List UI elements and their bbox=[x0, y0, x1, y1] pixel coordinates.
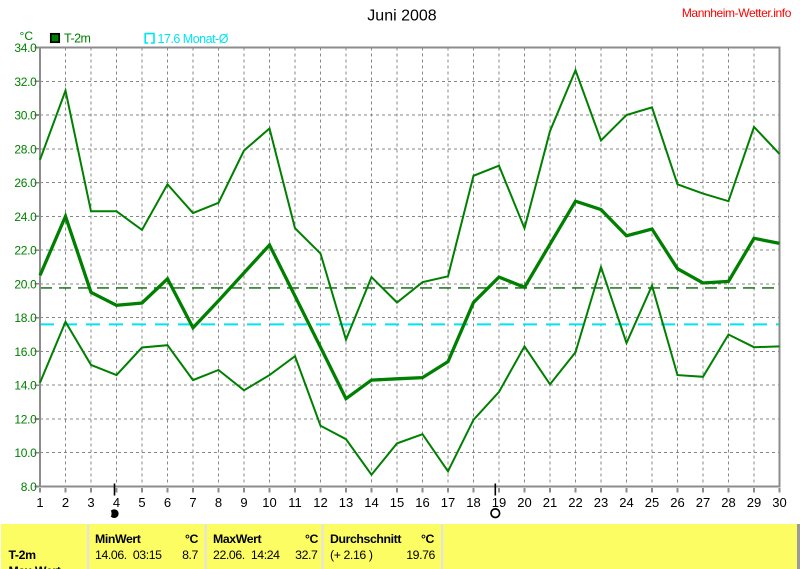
svg-text:(+ 2.16 ): (+ 2.16 ) bbox=[330, 548, 373, 562]
svg-text:23: 23 bbox=[594, 495, 608, 510]
svg-text:15: 15 bbox=[390, 495, 404, 510]
svg-text:26: 26 bbox=[670, 495, 684, 510]
svg-text:18: 18 bbox=[466, 495, 480, 510]
svg-text:°C: °C bbox=[20, 29, 34, 43]
svg-text:34.0: 34.0 bbox=[14, 41, 37, 55]
svg-text:°C: °C bbox=[421, 532, 435, 546]
svg-text:Max-Wert: Max-Wert bbox=[9, 564, 61, 569]
svg-text:19: 19 bbox=[492, 495, 506, 510]
svg-text:20.0: 20.0 bbox=[14, 277, 37, 291]
svg-text:8: 8 bbox=[215, 495, 222, 510]
svg-text:17.6 Monat-Ø: 17.6 Monat-Ø bbox=[158, 32, 229, 46]
svg-text:1: 1 bbox=[36, 495, 43, 510]
svg-text:°C: °C bbox=[185, 532, 199, 546]
svg-text:18.0: 18.0 bbox=[14, 311, 37, 325]
svg-text:13: 13 bbox=[339, 495, 353, 510]
svg-text:32.7: 32.7 bbox=[295, 548, 318, 562]
svg-text:29: 29 bbox=[747, 495, 761, 510]
svg-text:MinWert: MinWert bbox=[95, 532, 141, 546]
svg-text:Durchschnitt: Durchschnitt bbox=[330, 532, 401, 546]
svg-text:5: 5 bbox=[138, 495, 145, 510]
svg-text:25: 25 bbox=[645, 495, 659, 510]
svg-text:28: 28 bbox=[721, 495, 735, 510]
svg-text:24.0: 24.0 bbox=[14, 210, 37, 224]
svg-text:3: 3 bbox=[87, 495, 94, 510]
svg-text:14: 14 bbox=[364, 495, 378, 510]
svg-text:22.0: 22.0 bbox=[14, 244, 37, 258]
svg-text:24: 24 bbox=[619, 495, 633, 510]
svg-text:8.0: 8.0 bbox=[21, 480, 37, 494]
svg-text:19.76: 19.76 bbox=[406, 548, 435, 562]
svg-text:T-2m: T-2m bbox=[64, 32, 91, 46]
svg-text:12.0: 12.0 bbox=[14, 413, 37, 427]
svg-text:21: 21 bbox=[543, 495, 557, 510]
svg-text:27: 27 bbox=[696, 495, 710, 510]
svg-text:20: 20 bbox=[517, 495, 531, 510]
svg-text:6: 6 bbox=[164, 495, 171, 510]
svg-text:10: 10 bbox=[262, 495, 276, 510]
svg-text:10.0: 10.0 bbox=[14, 446, 37, 460]
svg-text:22.06. 14:24: 22.06. 14:24 bbox=[213, 548, 280, 562]
svg-text:32.0: 32.0 bbox=[14, 75, 37, 89]
svg-text:7: 7 bbox=[189, 495, 196, 510]
svg-text:16.0: 16.0 bbox=[14, 345, 37, 359]
svg-text:30.0: 30.0 bbox=[14, 109, 37, 123]
svg-text:4: 4 bbox=[113, 495, 120, 510]
svg-text:Mannheim-Wetter.info: Mannheim-Wetter.info bbox=[682, 6, 792, 20]
svg-text:Juni 2008: Juni 2008 bbox=[367, 8, 436, 25]
svg-text:16: 16 bbox=[415, 495, 429, 510]
svg-text:17: 17 bbox=[441, 495, 455, 510]
svg-text:12: 12 bbox=[313, 495, 327, 510]
svg-text:22: 22 bbox=[568, 495, 582, 510]
svg-text:11: 11 bbox=[288, 495, 302, 510]
svg-text:2: 2 bbox=[62, 495, 69, 510]
svg-text:°C: °C bbox=[305, 532, 319, 546]
svg-text:30: 30 bbox=[772, 495, 786, 510]
svg-text:26.0: 26.0 bbox=[14, 176, 37, 190]
svg-text:8.7: 8.7 bbox=[182, 548, 198, 562]
svg-text:28.0: 28.0 bbox=[14, 142, 37, 156]
svg-text:MaxWert: MaxWert bbox=[213, 532, 262, 546]
svg-text:14.0: 14.0 bbox=[14, 379, 37, 393]
svg-text:9: 9 bbox=[240, 495, 247, 510]
svg-text:14.06. 03:15: 14.06. 03:15 bbox=[95, 548, 162, 562]
svg-text:T-2m: T-2m bbox=[9, 548, 37, 562]
